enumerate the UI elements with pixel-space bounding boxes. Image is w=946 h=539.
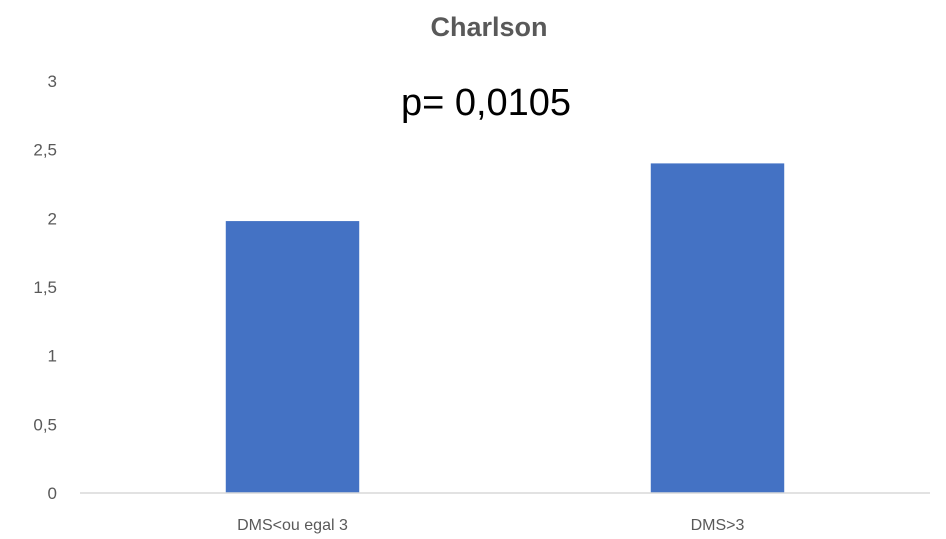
x-tick-label: DMS<ou egal 3 (237, 517, 348, 534)
x-tick-label: DMS>3 (691, 517, 745, 534)
y-tick-label: 2 (48, 209, 57, 228)
bar-2 (650, 163, 785, 493)
y-tick-label: 2,5 (33, 141, 57, 160)
x-axis-ticks: DMS<ou egal 3 DMS>3 (237, 517, 744, 534)
p-value-annotation: p= 0,0105 (401, 82, 571, 124)
y-axis-ticks: 0 0,5 1 1,5 2 2,5 3 (33, 72, 57, 503)
bars (225, 163, 785, 493)
y-tick-label: 0,5 (33, 415, 57, 434)
y-tick-label: 1,5 (33, 278, 57, 297)
y-tick-label: 0 (48, 484, 57, 503)
y-tick-label: 1 (48, 347, 57, 366)
chart-title: Charlson (430, 12, 547, 42)
y-tick-label: 3 (48, 72, 57, 91)
bar-1 (225, 221, 360, 493)
